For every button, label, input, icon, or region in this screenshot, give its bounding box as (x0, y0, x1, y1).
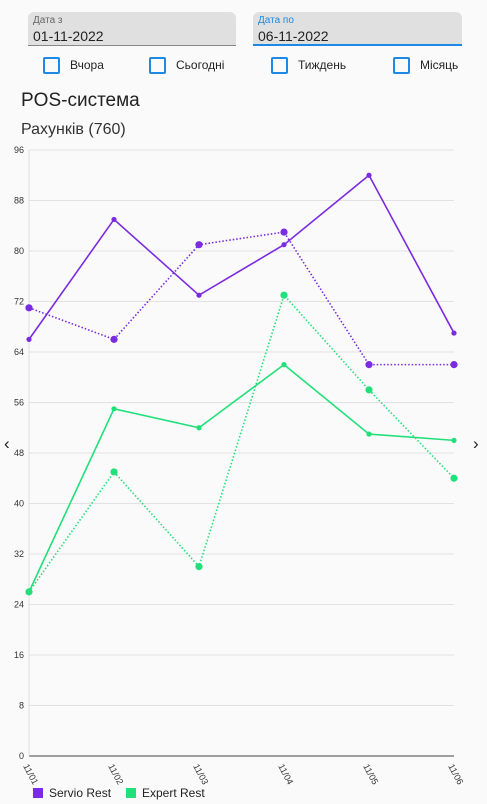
series-line-2 (28, 363, 455, 593)
date-from-value: 01-11-2022 (33, 28, 104, 44)
y-tick-label: 0 (19, 751, 24, 761)
y-tick-label: 8 (19, 701, 24, 711)
checkbox-month-box[interactable] (393, 56, 410, 74)
data-point (450, 474, 458, 482)
legend-item-expert: Expert Rest (126, 786, 205, 800)
date-to-value: 06-11-2022 (258, 28, 329, 44)
data-point (110, 468, 118, 476)
y-tick-label: 96 (14, 145, 24, 155)
data-point (451, 330, 457, 336)
date-from-label: Дата з (33, 15, 63, 26)
x-tick-label: 11/06 (446, 762, 465, 786)
checkbox-week-label: Тиждень (298, 58, 347, 72)
data-point (281, 362, 287, 368)
x-tick-label: 11/02 (106, 762, 125, 786)
data-point (195, 563, 203, 571)
checkbox-month[interactable]: Місяць (393, 56, 458, 74)
data-point (366, 172, 372, 178)
date-from-field[interactable]: Дата з 01-11-2022 (28, 12, 236, 46)
y-tick-label: 56 (14, 398, 24, 408)
checkbox-yesterday-box[interactable] (43, 56, 60, 74)
data-point (111, 216, 117, 223)
data-point (110, 335, 118, 343)
y-tick-label: 24 (14, 600, 24, 610)
series-line-3 (28, 293, 455, 593)
data-point (451, 437, 457, 443)
prev-arrow-icon[interactable]: ‹ (4, 434, 10, 453)
date-to-label: Дата по (258, 15, 294, 26)
checkbox-today-box[interactable] (149, 56, 166, 74)
checkbox-week-box[interactable] (271, 56, 288, 74)
x-tick-label: 11/03 (191, 762, 210, 786)
series-line-1 (28, 231, 454, 366)
y-tick-label: 64 (14, 347, 24, 357)
data-point (365, 386, 373, 394)
data-point (196, 292, 202, 298)
data-point (365, 361, 373, 369)
line-chart: 0 8 16 24 32 40 48 56 64 72 80 88 96 11/01 11/02 11/03 1… (14, 145, 465, 786)
legend-expert-swatch (126, 788, 136, 798)
next-arrow-icon[interactable]: › (473, 434, 479, 453)
y-tick-label: 40 (14, 499, 24, 509)
data-point (196, 425, 202, 431)
data-point (26, 336, 32, 342)
data-point (195, 241, 203, 249)
checkbox-today[interactable]: Сьогодні (149, 56, 224, 74)
checkbox-yesterday[interactable]: Вчора (43, 56, 104, 74)
y-tick-label: 88 (14, 196, 24, 206)
checkbox-week[interactable]: Тиждень (271, 56, 346, 74)
y-tick-label: 48 (14, 448, 24, 458)
y-tick-label: 80 (14, 246, 24, 256)
page-title: POS-система (21, 90, 140, 111)
legend-item-servio: Servio Rest (33, 786, 111, 800)
data-point (450, 361, 458, 369)
y-tick-label: 32 (14, 549, 24, 559)
data-point (25, 588, 33, 596)
x-tick-label: 11/05 (361, 762, 380, 786)
checkbox-yesterday-label: Вчора (70, 58, 104, 72)
legend-servio-label: Servio Rest (49, 786, 112, 800)
x-tick-label: 11/01 (21, 762, 40, 786)
checkbox-month-label: Місяць (420, 58, 459, 72)
data-point (280, 228, 288, 236)
x-tick-label: 11/04 (276, 762, 295, 786)
y-tick-label: 72 (14, 297, 24, 307)
data-point (281, 242, 287, 248)
date-to-field[interactable]: Дата по 06-11-2022 (253, 12, 462, 46)
legend-servio-swatch (33, 788, 43, 798)
checkbox-today-label: Сьогодні (176, 58, 225, 72)
legend-expert-label: Expert Rest (142, 786, 205, 800)
data-point (25, 304, 33, 312)
data-point (111, 406, 117, 412)
data-point (366, 431, 372, 437)
series-line-0 (28, 174, 455, 340)
data-point (280, 291, 288, 299)
chart-subtitle: Рахунків (760) (21, 121, 126, 138)
y-tick-label: 16 (14, 650, 24, 660)
